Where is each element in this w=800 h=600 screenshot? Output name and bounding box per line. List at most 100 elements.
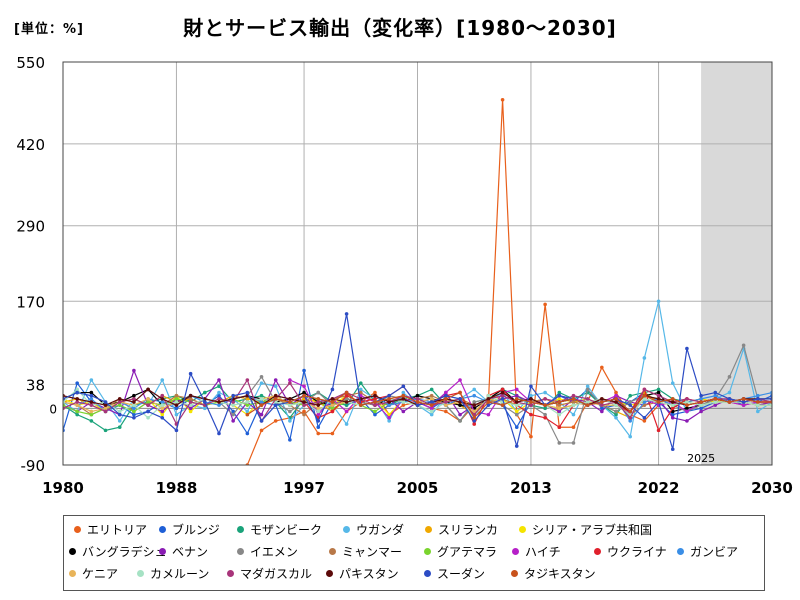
data-point — [75, 397, 79, 401]
data-point — [472, 400, 477, 404]
data-point — [429, 387, 434, 392]
data-point — [344, 409, 349, 414]
data-point — [529, 403, 533, 407]
data-point — [132, 397, 136, 401]
data-point — [500, 390, 505, 395]
data-point — [685, 409, 689, 414]
data-point — [103, 403, 108, 407]
legend-item: マダガスカル — [227, 565, 312, 582]
legend-label: バングラデシュ — [82, 545, 167, 559]
data-point — [713, 397, 718, 401]
data-point — [75, 409, 79, 414]
data-point — [373, 390, 377, 395]
data-point — [344, 403, 349, 407]
data-point — [174, 397, 179, 401]
data-point — [472, 393, 477, 398]
legend-marker — [137, 570, 144, 577]
data-point — [259, 419, 264, 423]
data-point — [670, 400, 675, 404]
data-point — [444, 393, 448, 398]
data-point — [132, 393, 136, 398]
data-point — [273, 378, 278, 382]
data-point — [514, 409, 519, 414]
data-point — [387, 403, 391, 407]
data-point — [642, 400, 647, 404]
data-point — [387, 415, 391, 420]
data-point — [160, 393, 165, 398]
data-point — [132, 403, 136, 407]
data-point — [444, 403, 448, 407]
data-point — [543, 397, 547, 401]
data-point — [614, 412, 618, 417]
data-point — [600, 403, 604, 407]
data-point — [670, 412, 675, 417]
data-point — [387, 412, 391, 417]
data-point — [302, 384, 306, 389]
data-point — [741, 400, 746, 404]
data-point — [245, 409, 250, 414]
data-point — [514, 412, 519, 417]
data-point — [160, 403, 165, 407]
legend-item: ウクライナ — [594, 543, 667, 560]
data-point — [642, 415, 647, 420]
data-point — [557, 425, 562, 430]
legend-label: ガンビア — [690, 545, 739, 559]
data-point — [585, 403, 590, 407]
data-point — [273, 403, 278, 407]
data-point — [117, 425, 122, 430]
data-point — [642, 393, 647, 398]
data-point — [288, 400, 292, 404]
data-point — [174, 400, 179, 404]
data-point — [89, 412, 94, 417]
data-point — [557, 393, 562, 398]
data-point — [614, 403, 618, 407]
data-point — [146, 415, 150, 420]
data-point — [685, 419, 689, 423]
data-point — [727, 390, 732, 395]
data-point — [89, 419, 94, 423]
data-point — [500, 397, 505, 401]
data-point — [458, 412, 462, 417]
data-point — [741, 403, 746, 407]
data-point — [670, 397, 675, 401]
data-point — [231, 400, 235, 404]
legend-label: ハイチ — [525, 545, 561, 559]
data-point — [614, 415, 618, 420]
data-point — [231, 393, 235, 398]
data-point — [628, 415, 632, 420]
legend-marker — [326, 570, 333, 577]
legend-item: パキスタン — [326, 565, 399, 582]
data-point — [146, 400, 150, 404]
data-point — [89, 403, 94, 407]
data-point — [699, 409, 703, 414]
data-point — [557, 412, 562, 417]
data-point — [571, 397, 576, 401]
data-point — [217, 431, 221, 436]
data-point — [557, 441, 562, 445]
data-point — [288, 419, 292, 423]
data-point — [132, 406, 136, 411]
data-point — [316, 400, 321, 404]
data-point — [628, 409, 632, 414]
legend-label: マダガスカル — [240, 567, 313, 581]
x-tick-label: 2022 — [638, 479, 680, 497]
data-point — [429, 400, 434, 404]
data-point — [188, 371, 193, 376]
data-point — [160, 409, 165, 414]
legend-marker — [425, 526, 432, 533]
data-point — [699, 403, 703, 407]
data-point — [316, 403, 321, 407]
data-point — [685, 346, 689, 351]
data-point — [699, 397, 703, 401]
data-point — [203, 390, 207, 395]
data-point — [571, 441, 576, 445]
legend-label: ブルンジ — [172, 523, 220, 537]
data-point — [117, 412, 122, 417]
legend-item: ウガンダ — [343, 521, 404, 538]
series-line — [246, 99, 688, 465]
data-point — [571, 393, 576, 398]
data-point — [472, 415, 477, 420]
data-point — [429, 406, 434, 411]
data-point — [387, 419, 391, 423]
data-point — [344, 397, 349, 401]
